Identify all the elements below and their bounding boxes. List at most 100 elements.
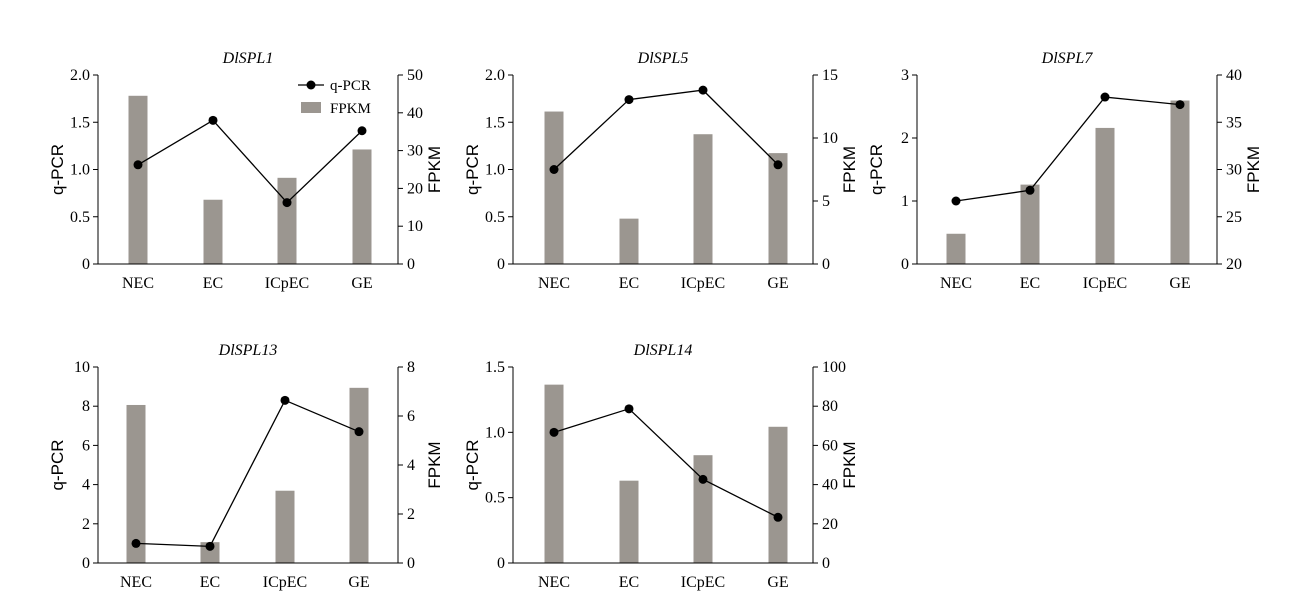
category-label: EC bbox=[619, 275, 639, 292]
fpkm-bar bbox=[126, 404, 146, 563]
right-tick-label: 0 bbox=[822, 256, 830, 273]
qpcr-point bbox=[698, 85, 708, 95]
qpcr-line bbox=[553, 89, 779, 170]
qpcr-point bbox=[354, 427, 364, 437]
qpcr-line bbox=[137, 119, 363, 204]
right-axis-title: FPKM bbox=[840, 146, 859, 193]
left-axis-title: q-PCR bbox=[867, 144, 886, 195]
category-label: GE bbox=[348, 574, 369, 591]
right-tick-label: 30 bbox=[1226, 162, 1242, 179]
right-tick-label: 2 bbox=[407, 506, 415, 523]
qpcr-point bbox=[131, 538, 141, 548]
fpkm-bar bbox=[1020, 184, 1040, 264]
right-axis-title: FPKM bbox=[1244, 146, 1263, 193]
category-label: ICpEC bbox=[681, 574, 725, 591]
chart-panel-3: 0 1 2 3 20 25 30 35 40 NEC EC ICpEC GE q-PCR FPKM DlSPL… bbox=[867, 50, 1263, 292]
right-tick-label: 80 bbox=[822, 398, 838, 415]
right-tick-label: 20 bbox=[407, 180, 423, 197]
right-tick-label: 20 bbox=[1226, 256, 1242, 273]
right-axis-title: FPKM bbox=[425, 441, 444, 488]
left-tick-label: 2.0 bbox=[70, 67, 90, 84]
fpkm-bar bbox=[1170, 100, 1190, 264]
qpcr-line bbox=[955, 96, 1181, 202]
right-tick-label: 0 bbox=[822, 555, 830, 572]
category-label: GE bbox=[1169, 275, 1190, 292]
right-tick-label: 0 bbox=[407, 555, 415, 572]
right-tick-label: 5 bbox=[822, 193, 830, 210]
category-label: NEC bbox=[122, 275, 154, 292]
chart-title: DlSPL13 bbox=[218, 342, 278, 359]
left-tick-label: 1.5 bbox=[485, 114, 505, 131]
right-tick-label: 50 bbox=[407, 67, 423, 84]
chart-panel-5: 0 0.5 1.0 1.5 0 20 40 60 80 100 NEC EC ICpEC GE q-PCR F… bbox=[463, 342, 859, 591]
chart-panel-2: 0 0.5 1.0 1.5 2.0 0 5 10 15 NEC EC ICpEC GE q-PCR FPKM… bbox=[463, 50, 859, 292]
left-tick-label: 1 bbox=[901, 193, 909, 210]
category-label: NEC bbox=[940, 275, 972, 292]
fpkm-bar bbox=[200, 542, 220, 563]
right-tick-label: 10 bbox=[407, 218, 423, 235]
right-axis-title: FPKM bbox=[840, 441, 859, 488]
right-tick-label: 25 bbox=[1226, 209, 1242, 226]
left-tick-label: 0.5 bbox=[485, 209, 505, 226]
legend: q-PCR FPKM bbox=[298, 78, 371, 117]
right-tick-label: 40 bbox=[822, 477, 838, 494]
left-tick-label: 1.0 bbox=[485, 162, 505, 179]
left-tick-label: 2.0 bbox=[485, 67, 505, 84]
category-label: ICpEC bbox=[265, 275, 309, 292]
qpcr-point bbox=[773, 512, 783, 522]
right-tick-label: 35 bbox=[1226, 114, 1242, 131]
right-axis-title: FPKM bbox=[425, 146, 444, 193]
chart-title: DlSPL7 bbox=[1041, 50, 1094, 67]
fpkm-bar bbox=[349, 387, 369, 563]
left-tick-label: 6 bbox=[82, 437, 90, 454]
left-tick-label: 0.5 bbox=[485, 490, 505, 507]
left-tick-label: 1.0 bbox=[70, 162, 90, 179]
category-label: NEC bbox=[538, 275, 570, 292]
left-tick-label: 10 bbox=[74, 359, 90, 376]
left-tick-label: 2 bbox=[901, 130, 909, 147]
left-axis-title: q-PCR bbox=[463, 144, 482, 195]
fpkm-bar bbox=[352, 149, 372, 264]
qpcr-line bbox=[553, 408, 779, 518]
qpcr-point bbox=[205, 541, 215, 551]
left-axis-title: q-PCR bbox=[463, 439, 482, 490]
left-tick-label: 4 bbox=[82, 477, 90, 494]
qpcr-point bbox=[951, 196, 961, 206]
qpcr-point bbox=[1100, 92, 1110, 102]
qpcr-point bbox=[549, 427, 559, 437]
left-tick-label: 1.5 bbox=[485, 359, 505, 376]
fpkm-bar bbox=[693, 134, 713, 264]
left-tick-label: 1.0 bbox=[485, 424, 505, 441]
category-label: EC bbox=[619, 574, 639, 591]
qpcr-point bbox=[282, 198, 292, 208]
category-label: EC bbox=[1020, 275, 1040, 292]
category-label: EC bbox=[200, 574, 220, 591]
category-label: GE bbox=[351, 275, 372, 292]
qpcr-point bbox=[357, 126, 367, 136]
fpkm-bar bbox=[544, 384, 564, 563]
right-tick-label: 0 bbox=[407, 256, 415, 273]
left-tick-label: 0 bbox=[901, 256, 909, 273]
chart-panel-4: 0 2 4 6 8 10 0 2 4 6 8 NEC EC ICpEC GE q-PCR FPKM DlSPL13 bbox=[48, 342, 444, 591]
qpcr-point bbox=[280, 395, 290, 405]
left-tick-label: 0 bbox=[497, 555, 505, 572]
category-label: NEC bbox=[538, 574, 570, 591]
qpcr-point bbox=[624, 95, 634, 105]
qpcr-point bbox=[133, 160, 143, 170]
fpkm-bar bbox=[1095, 127, 1115, 264]
legend-bar-swatch bbox=[301, 102, 321, 113]
left-tick-label: 0 bbox=[497, 256, 505, 273]
qpcr-point bbox=[549, 165, 559, 174]
fpkm-bar bbox=[544, 111, 564, 264]
category-label: ICpEC bbox=[1083, 275, 1127, 292]
left-axis-title: q-PCR bbox=[48, 439, 67, 490]
fpkm-bar bbox=[619, 480, 639, 563]
legend-marker-swatch bbox=[306, 80, 316, 90]
chart-title: DlSPL5 bbox=[637, 50, 689, 67]
right-tick-label: 4 bbox=[407, 457, 415, 474]
left-tick-label: 2 bbox=[82, 516, 90, 533]
right-tick-label: 40 bbox=[407, 105, 423, 122]
right-tick-label: 100 bbox=[822, 359, 846, 376]
fpkm-bar bbox=[768, 153, 788, 264]
